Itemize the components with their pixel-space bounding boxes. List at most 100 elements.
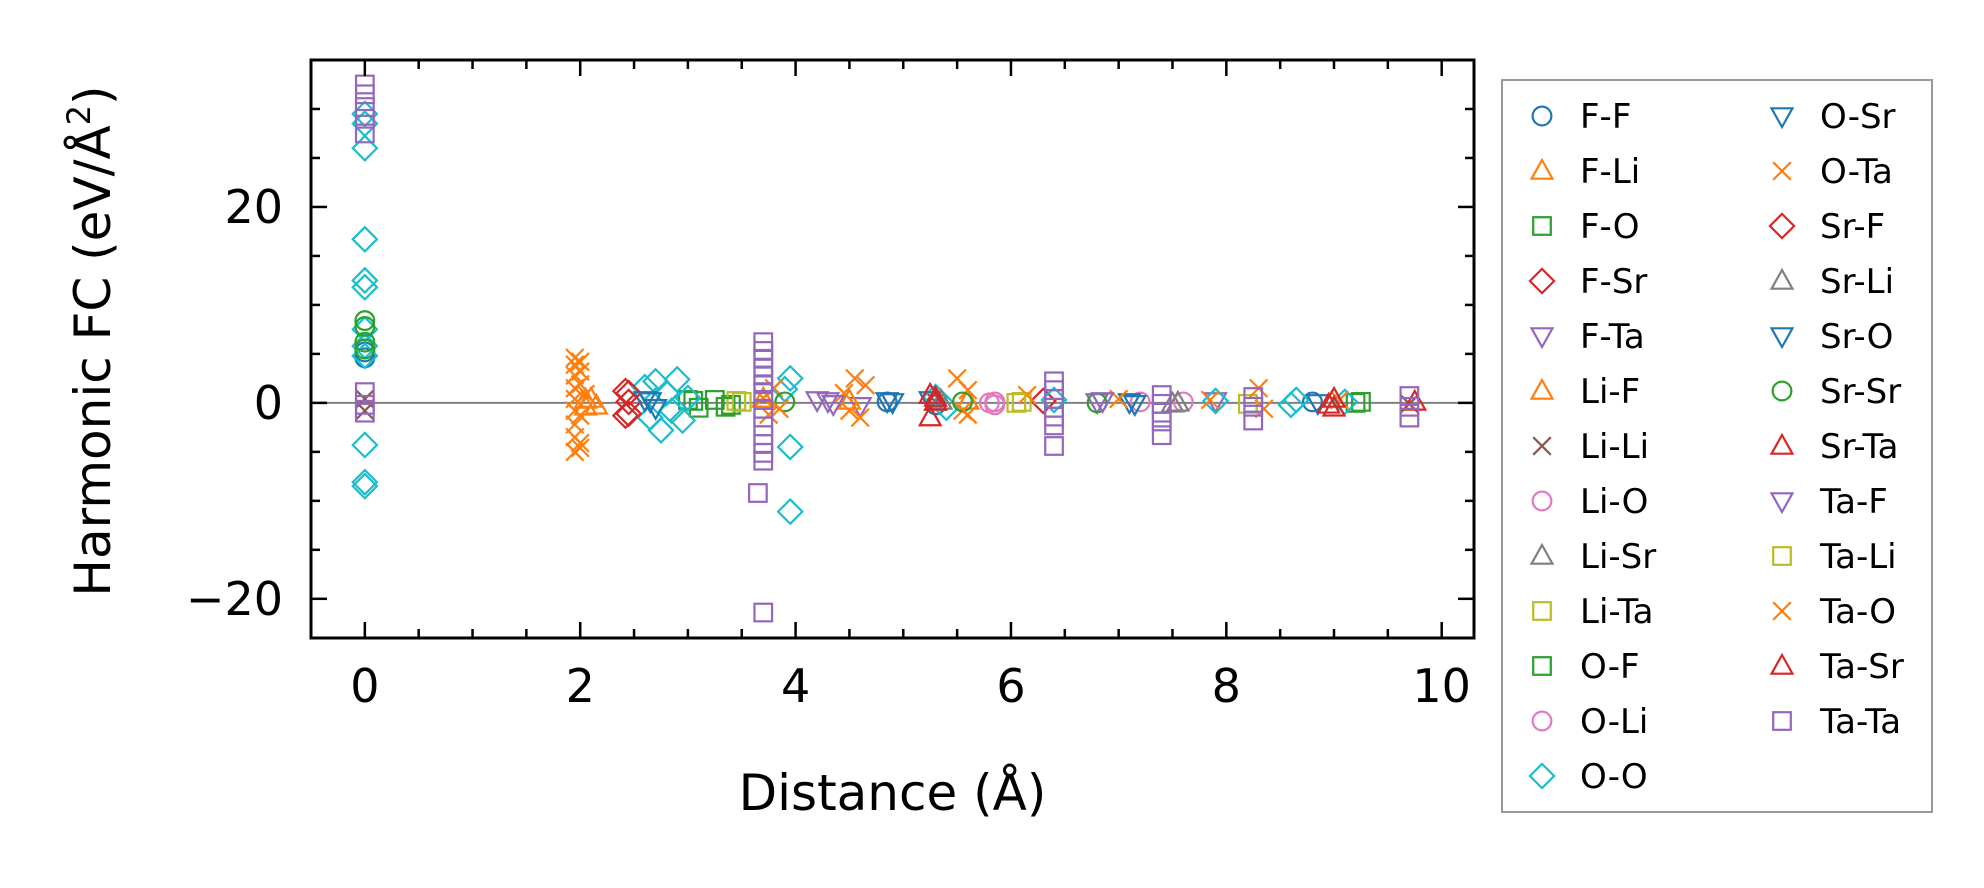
legend-label: O-F xyxy=(1580,647,1640,687)
legend-label: Ta-F xyxy=(1819,482,1888,522)
legend-marker xyxy=(1769,267,1795,290)
data-point xyxy=(753,450,774,471)
series-sr-o xyxy=(637,392,1148,418)
data-point xyxy=(1151,411,1172,432)
legend-marker xyxy=(1771,380,1793,402)
data-point xyxy=(1243,410,1264,431)
legend-marker xyxy=(1769,107,1795,130)
x-axis-title: Distance (Å) xyxy=(739,764,1047,822)
y-axis-title: Harmonic FC (eV/Å2) xyxy=(60,85,122,596)
data-marks-layer xyxy=(351,74,1428,623)
data-point xyxy=(355,389,375,409)
legend-label: Ta-Ta xyxy=(1819,702,1901,742)
data-point xyxy=(753,602,774,623)
series-ta-ta xyxy=(354,74,1420,623)
legend-box xyxy=(1501,79,1933,813)
data-point xyxy=(637,392,663,415)
data-point xyxy=(351,225,379,253)
legend-marker xyxy=(1529,542,1555,565)
data-point xyxy=(1345,392,1366,413)
y-tick-label: 20 xyxy=(224,180,283,234)
legend-item: Ta-Sr xyxy=(1769,647,1904,687)
legend-label: Li-O xyxy=(1580,482,1648,522)
data-point xyxy=(1044,415,1064,436)
data-point xyxy=(721,394,741,415)
legend-label: O-Ta xyxy=(1820,152,1893,192)
data-point xyxy=(570,438,590,458)
legend-item: Li-Ta xyxy=(1532,592,1654,632)
data-point xyxy=(1122,395,1148,418)
legend-marker xyxy=(1528,267,1556,295)
legend-marker xyxy=(1529,377,1555,400)
data-point xyxy=(1029,387,1057,415)
data-point xyxy=(776,497,804,526)
axes-layer: 0 2 4 6 8 10 −20 0 20 Distance (Å) Harmonic FC (eV… xyxy=(60,58,1476,822)
legend-marker xyxy=(1772,546,1792,566)
y-axis-title-main: Harmonic FC (eV/Å xyxy=(64,125,122,596)
legend-marker xyxy=(1769,652,1795,675)
data-point xyxy=(856,375,876,395)
data-point xyxy=(354,331,376,353)
data-point xyxy=(1200,390,1220,410)
legend-item: Li-F xyxy=(1529,372,1640,412)
data-point xyxy=(747,483,768,503)
legend-label: F-Sr xyxy=(1580,262,1647,302)
data-point xyxy=(1017,385,1037,405)
data-point xyxy=(917,404,943,427)
data-point xyxy=(1129,391,1151,413)
legend-label: Li-Ta xyxy=(1580,592,1654,632)
legend-label: Ta-O xyxy=(1819,592,1896,632)
data-point xyxy=(804,391,830,414)
data-point xyxy=(351,472,379,500)
data-point xyxy=(354,402,375,423)
y-axis-title-close: ) xyxy=(64,85,122,105)
data-point xyxy=(1282,386,1310,414)
data-point xyxy=(683,391,704,411)
x-tick-label: 4 xyxy=(781,659,810,713)
data-point xyxy=(1243,396,1264,417)
legend-label: Li-Sr xyxy=(1580,537,1656,577)
x-tick-label: 6 xyxy=(996,659,1025,713)
legend-item: Sr-Ta xyxy=(1769,427,1899,467)
legend-marker xyxy=(1532,656,1552,676)
data-point xyxy=(615,400,643,428)
data-point xyxy=(1321,394,1347,417)
data-point xyxy=(1044,436,1064,456)
legend-item: O-Sr xyxy=(1769,97,1896,137)
data-point xyxy=(351,468,379,496)
data-point xyxy=(570,352,590,372)
data-point xyxy=(847,397,873,420)
legend-label: F-Li xyxy=(1580,152,1640,192)
data-point xyxy=(774,391,796,413)
data-point xyxy=(1399,407,1420,428)
legend-item: F-O xyxy=(1532,207,1640,247)
legend: F-F F-Li F-O F-Sr F-Ta Li-F Li-Li Li-O Li-Sr Li-T… xyxy=(1501,79,1933,813)
data-point xyxy=(1165,389,1191,412)
data-point xyxy=(978,392,1000,414)
data-point xyxy=(1151,425,1172,446)
data-point xyxy=(776,364,804,393)
data-point xyxy=(1316,391,1341,414)
data-point xyxy=(674,384,702,412)
series-sr-f xyxy=(615,379,643,428)
legend-label: Sr-Ta xyxy=(1820,427,1899,467)
series-o-ta xyxy=(565,348,1349,462)
data-point xyxy=(668,406,697,435)
legend-label: Ta-Li xyxy=(1819,537,1897,577)
legend-item: O-F xyxy=(1532,647,1640,687)
data-point xyxy=(834,383,854,403)
legend-item: F-Li xyxy=(1529,152,1640,192)
legend-item: Li-O xyxy=(1531,482,1648,522)
legend-label: F-Ta xyxy=(1580,317,1645,357)
legend-item: Li-Sr xyxy=(1529,537,1656,577)
data-point xyxy=(923,388,948,411)
data-point xyxy=(880,393,905,416)
x-tick-label: 2 xyxy=(566,659,595,713)
legend-label: O-Li xyxy=(1580,702,1648,742)
series-ta-sr xyxy=(923,384,1341,414)
data-point xyxy=(354,382,375,403)
legend-item: F-F xyxy=(1531,97,1631,137)
data-point xyxy=(570,374,590,394)
legend-label: O-O xyxy=(1580,757,1648,797)
